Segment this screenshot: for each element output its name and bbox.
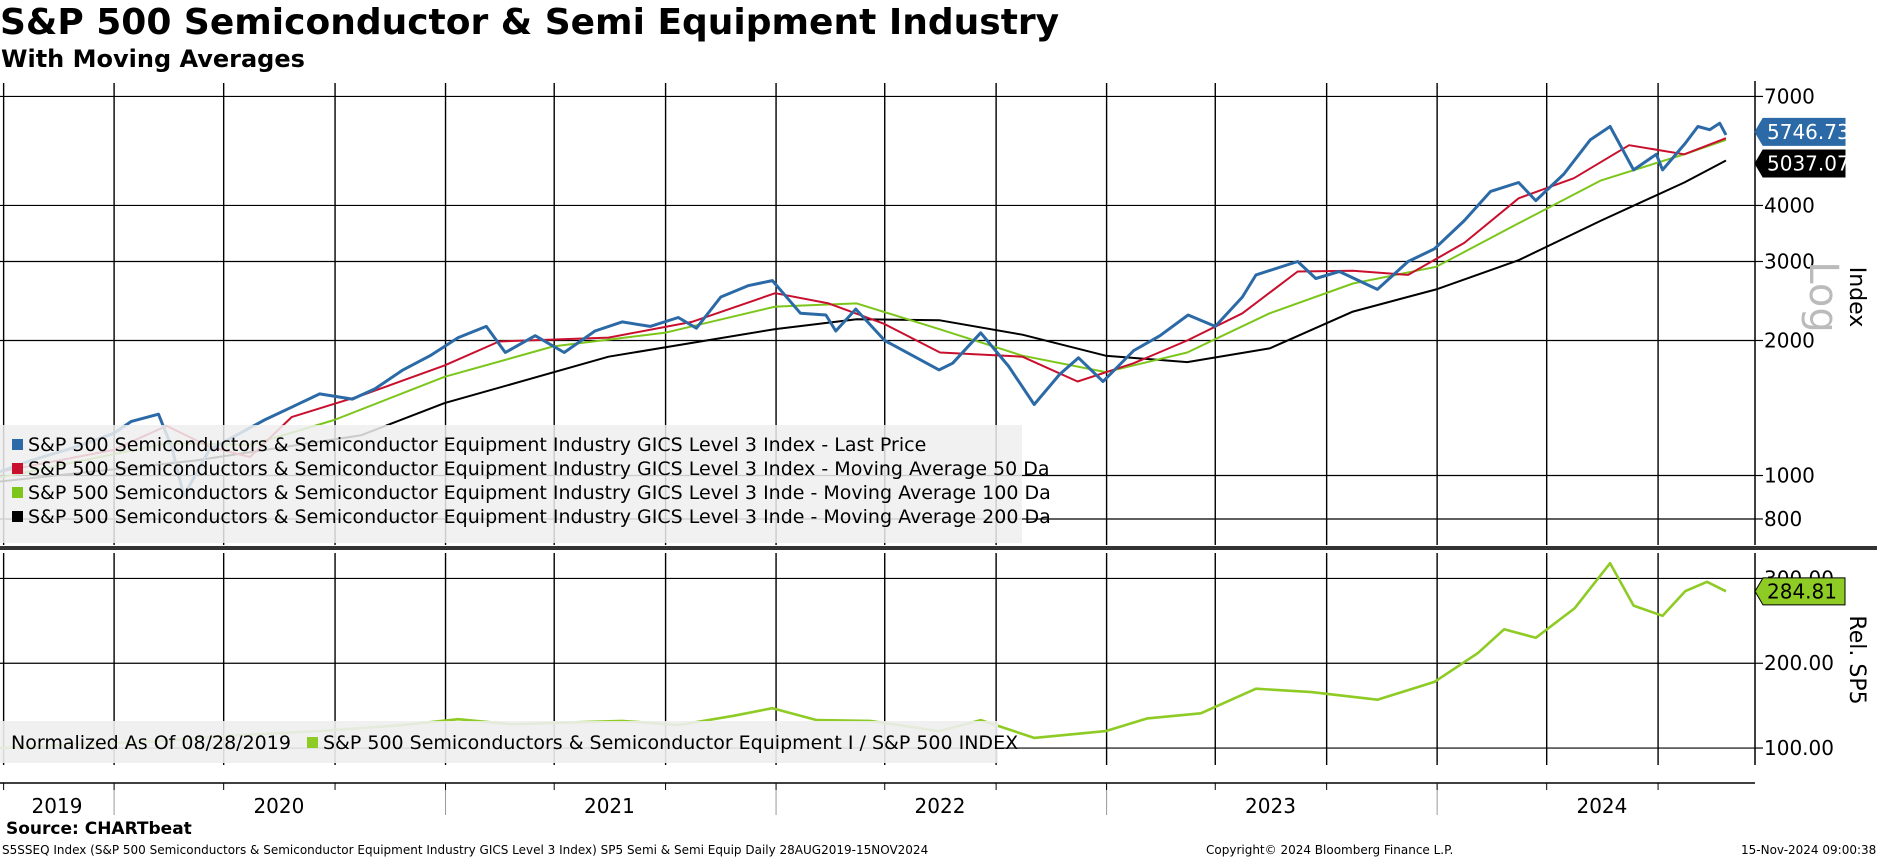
legend-swatch-ma100: [12, 487, 23, 498]
footer-copyright: Copyright© 2024 Bloomberg Finance L.P.: [1206, 843, 1454, 857]
axis-layer: 80010002000300040007000100.00200.00300.0…: [0, 81, 1877, 818]
x-tick-label: 2019: [32, 794, 83, 818]
y-axis-title: Index: [1844, 267, 1869, 328]
y-tick-label: 100.00: [1764, 736, 1834, 760]
series-line-relative: [0, 561, 1727, 750]
ma200-last-tag-label: 5037.07: [1767, 152, 1850, 176]
log-watermark: Log: [1800, 261, 1846, 332]
legend-entry-ma200: S&P 500 Semiconductors & Semiconductor E…: [28, 506, 1051, 528]
legend-layer: S&P 500 Semiconductors & Semiconductor E…: [0, 425, 1051, 763]
y-tick-label: 1000: [1764, 464, 1815, 488]
bottom-legend-box: [0, 721, 998, 763]
legend-normalized-note: Normalized As Of 08/28/2019: [11, 732, 291, 754]
legend-entry-last_price: S&P 500 Semiconductors & Semiconductor E…: [28, 434, 926, 456]
series-line-ma200: [0, 159, 1727, 483]
y-tick-label: 3000: [1764, 249, 1815, 273]
footer-description: S5SSEQ Index (S&P 500 Semiconductors & S…: [2, 843, 929, 857]
legend-entry-ma50: S&P 500 Semiconductors & Semiconductor E…: [28, 458, 1050, 480]
legend-swatch-ma50: [12, 463, 23, 474]
x-tick-label: 2023: [1245, 794, 1296, 818]
footer-timestamp: 15-Nov-2024 09:00:38: [1741, 843, 1877, 857]
panel-separator: [0, 546, 1877, 550]
x-tick-label: 2021: [584, 794, 635, 818]
source-note: Source: CHARTbeat: [6, 819, 192, 839]
ma200-last-tag-box: [1754, 149, 1846, 178]
x-tick-label: 2024: [1576, 794, 1627, 818]
x-tick-label: 2022: [915, 794, 966, 818]
legend-entry-relative: S&P 500 Semiconductors & Semiconductor E…: [323, 732, 1018, 754]
y-tick-label: 800: [1764, 507, 1802, 531]
y-axis-title: Rel. SP5: [1844, 615, 1869, 704]
y-tick-label: 2000: [1764, 328, 1815, 352]
y-tick-label: 7000: [1764, 84, 1815, 108]
grid-layer: [0, 83, 1755, 765]
legend-entry-ma100: S&P 500 Semiconductors & Semiconductor E…: [28, 482, 1051, 504]
legend-swatch-ma200: [12, 511, 23, 522]
legend-swatch-last_price: [12, 439, 23, 450]
series-line-ma100: [0, 138, 1727, 479]
y-tick-label: 200.00: [1764, 651, 1834, 675]
chart-title: S&P 500 Semiconductor & Semi Equipment I…: [0, 2, 1060, 43]
last-price-tag-box: [1754, 117, 1846, 146]
series-line-last_price: [0, 121, 1728, 498]
x-tick-label: 2020: [253, 794, 304, 818]
legend-swatch-relative: [307, 737, 318, 748]
top-legend-box: [0, 425, 1022, 543]
relative-last-tag-box: [1754, 577, 1846, 606]
relative-last-tag-label: 284.81: [1767, 579, 1837, 603]
chart-subtitle: With Moving Averages: [1, 45, 305, 73]
y-tick-label: 4000: [1764, 193, 1815, 217]
last-price-tag-label: 5746.73: [1767, 120, 1850, 144]
